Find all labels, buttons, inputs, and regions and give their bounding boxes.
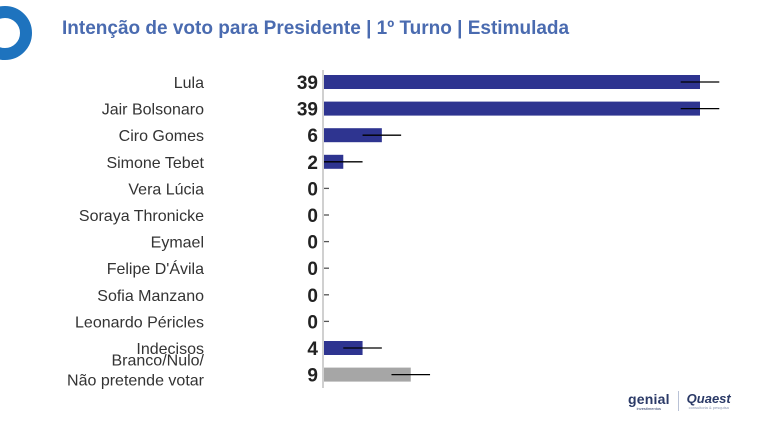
brand-logos: genial investimentos Quaest consultoria … [628,388,731,414]
value-label: 0 [307,286,318,307]
bar [324,101,700,116]
value-label: 0 [307,233,318,254]
category-label: Simone Tebet [106,155,204,172]
category-label: Indecisos [136,341,204,358]
category-label: Branco/Nulo/Não pretende votar [67,353,205,390]
genial-logo: genial investimentos [628,392,670,411]
category-label: Felipe D'Ávila [107,259,204,278]
value-label: 2 [307,153,318,174]
bar [324,75,700,89]
bar [324,128,382,143]
category-label: Soraya Thronicke [79,208,204,225]
value-label: 0 [307,206,318,227]
value-label: 4 [307,339,318,360]
brand-divider [677,391,679,411]
quaest-logo: Quaest consultoria & pesquisa [687,392,731,410]
value-label: 39 [297,73,318,94]
category-label: Sofia Manzano [97,288,204,305]
value-label: 6 [307,126,318,147]
category-label: Jair Bolsonaro [102,102,204,119]
category-label: Vera Lúcia [128,181,204,198]
category-label: Eymael [151,235,204,252]
quaest-wordmark: Quaest [686,391,731,406]
genial-wordmark: genial [628,390,670,407]
value-label: 0 [307,179,318,200]
genial-tagline: investimentos [636,405,662,411]
value-label: 0 [307,312,318,333]
bar [324,367,411,382]
chart-title: Intenção de voto para Presidente | 1º Tu… [62,18,570,39]
value-label: 9 [307,366,318,387]
value-label: 39 [297,100,318,121]
value-label: 0 [307,259,318,280]
quaest-tagline: consultoria & pesquisa [688,405,729,410]
category-label: Leonardo Péricles [75,314,204,331]
category-label: Ciro Gomes [119,128,204,145]
category-label: Lula [174,75,204,92]
